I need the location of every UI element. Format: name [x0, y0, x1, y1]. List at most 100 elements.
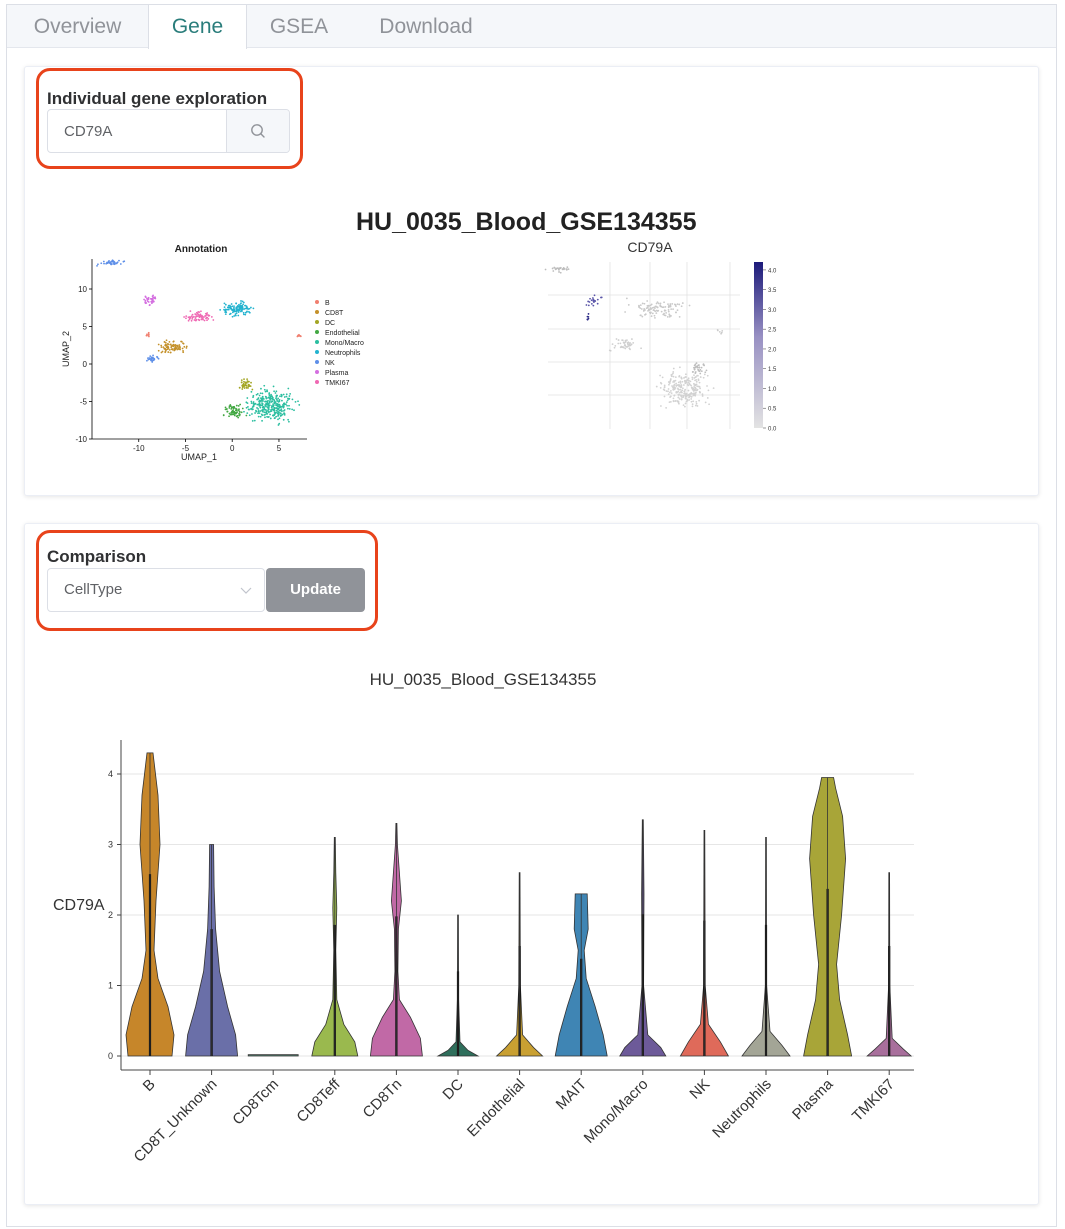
- umap-point: [277, 424, 280, 426]
- gene-search-highlight: [36, 68, 303, 169]
- feature-point: [678, 384, 681, 386]
- feature-point: [627, 304, 630, 306]
- umap-point: [269, 398, 272, 401]
- feature-point: [671, 302, 674, 305]
- umap-point: [150, 356, 153, 359]
- umap-point: [235, 407, 237, 410]
- umap-point: [175, 347, 178, 350]
- feature-point: [650, 303, 653, 306]
- feature-point: [681, 380, 684, 383]
- tab-overview[interactable]: Overview: [33, 15, 122, 38]
- umap-point: [207, 318, 210, 320]
- umap-point: [148, 335, 150, 338]
- umap-point: [148, 304, 151, 307]
- umap-point: [123, 260, 126, 263]
- feature-point: [566, 266, 569, 269]
- feature-point: [639, 304, 642, 307]
- umap-point: [111, 260, 114, 263]
- feature-point: [668, 315, 671, 318]
- feature-point: [694, 383, 697, 386]
- feature-point: [671, 385, 673, 387]
- umap-point: [261, 392, 264, 395]
- umap-point: [165, 344, 168, 347]
- legend-swatch: [315, 320, 319, 324]
- umap-point: [282, 418, 285, 421]
- feature-point: [686, 394, 688, 397]
- umap-point: [112, 263, 115, 265]
- umap-point: [287, 418, 290, 421]
- feature-point: [682, 384, 685, 386]
- feature-point: [624, 347, 627, 350]
- umap-point: [152, 300, 155, 303]
- umap-point: [251, 413, 253, 415]
- umap-y-tick-label: 10: [78, 285, 87, 294]
- umap-point: [110, 263, 113, 266]
- umap-point: [266, 413, 268, 415]
- umap-point: [247, 387, 249, 389]
- feature-point: [690, 395, 693, 398]
- tab-gsea[interactable]: GSEA: [269, 15, 329, 38]
- gene-search-input[interactable]: [48, 110, 226, 152]
- feature-point: [672, 375, 675, 378]
- feature-point: [617, 339, 620, 341]
- umap-point: [274, 412, 277, 414]
- feature-point: [619, 342, 622, 345]
- update-button[interactable]: Update: [266, 568, 365, 612]
- umap-point: [261, 395, 264, 398]
- comparison-select[interactable]: CellType: [47, 568, 265, 612]
- violin-x-label: TMKI67: [849, 1076, 898, 1125]
- umap-point: [113, 263, 116, 266]
- umap-point: [230, 408, 233, 410]
- umap-point: [206, 316, 209, 319]
- tab-gene[interactable]: Gene: [148, 5, 247, 49]
- feature-point: [567, 268, 570, 271]
- feature-point: [678, 398, 681, 400]
- feature-point: [695, 376, 697, 378]
- umap-point: [234, 409, 237, 412]
- umap-point: [206, 319, 208, 322]
- umap-point: [279, 415, 282, 417]
- umap-point: [278, 422, 281, 425]
- umap-point: [108, 259, 110, 262]
- feature-point: [676, 303, 679, 306]
- umap-point: [285, 393, 288, 396]
- feature-point: [699, 391, 701, 394]
- umap-point: [172, 340, 175, 343]
- umap-point: [238, 408, 240, 411]
- feature-point: [562, 267, 565, 270]
- umap-point: [239, 310, 242, 313]
- umap-point: [267, 406, 270, 409]
- umap-point: [265, 400, 267, 403]
- umap-point: [265, 397, 268, 400]
- feature-point: [687, 389, 690, 392]
- feature-point: [678, 316, 681, 318]
- umap-point: [163, 340, 166, 343]
- feature-point: [653, 314, 656, 317]
- tab-download[interactable]: Download: [379, 15, 473, 38]
- umap-point: [163, 347, 166, 350]
- feature-point: [685, 379, 688, 382]
- umap-point: [165, 346, 168, 349]
- feature-point: [684, 397, 687, 400]
- umap-point: [255, 393, 258, 396]
- feature-point: [640, 347, 642, 350]
- feature-point: [691, 371, 694, 373]
- feature-point: [681, 389, 684, 392]
- violin-ylabel: CD79A: [53, 897, 105, 914]
- violin-grid: [121, 773, 914, 1057]
- umap-point: [245, 414, 248, 417]
- umap-point: [224, 303, 227, 306]
- feature-point: [672, 400, 675, 402]
- umap-point: [235, 312, 238, 315]
- legend-swatch: [315, 360, 319, 364]
- umap-point: [193, 319, 196, 321]
- feature-point: [661, 306, 664, 309]
- feature-point: [699, 372, 702, 375]
- search-button[interactable]: [226, 110, 289, 152]
- umap-point: [115, 262, 118, 265]
- feature-point: [589, 297, 591, 300]
- umap-point: [193, 315, 195, 318]
- umap-point: [267, 402, 270, 405]
- feature-point: [679, 382, 682, 384]
- feature-point: [647, 309, 649, 312]
